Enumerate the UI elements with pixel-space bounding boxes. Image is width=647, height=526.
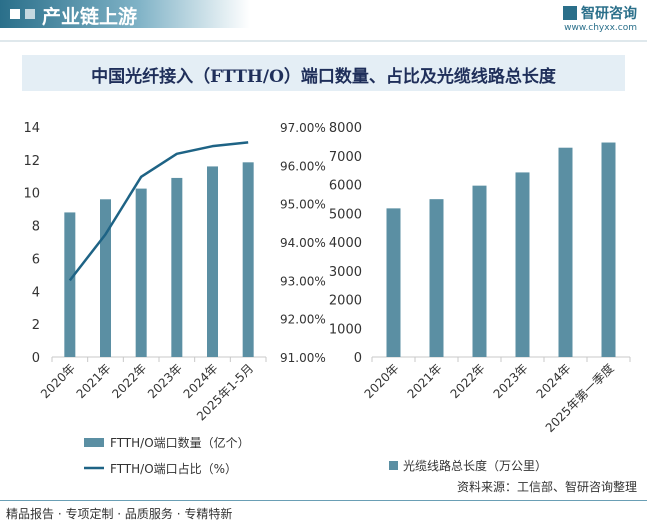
bar-ports <box>135 188 147 357</box>
legend-swatch-ports <box>84 438 104 447</box>
legend-label-share: FTTH/O端口占比（%） <box>110 461 237 476</box>
y-right-tick-label: 91.00% <box>280 351 326 365</box>
bar-ports <box>100 199 111 357</box>
x2-tick-label: 2023年 <box>491 361 531 401</box>
y-right-tick-label: 92.00% <box>280 313 326 327</box>
header-bar <box>0 0 250 28</box>
x2-tick-label: 2024年 <box>534 361 574 401</box>
y2-tick-label: 5000 <box>329 207 362 222</box>
y2-tick-label: 7000 <box>329 150 362 165</box>
bar-cable-length <box>472 185 487 357</box>
x-tick-label: 2020年 <box>38 361 78 401</box>
legend-swatch-cable <box>389 461 398 470</box>
brand-logo-icon <box>563 6 577 20</box>
chart-title-box: 中国光纤接入（FTTH/O）端口数量、占比及光缆线路总长度 <box>22 55 625 91</box>
y2-tick-label: 3000 <box>329 265 362 280</box>
x2-tick-label: 2022年 <box>448 361 488 401</box>
x-tick-label: 2021年 <box>74 361 114 401</box>
chart-title: 中国光纤接入（FTTH/O）端口数量、占比及光缆线路总长度 <box>91 67 556 87</box>
footer: 资料来源：工信部、智研咨询整理 精品报告 · 专项定制 · 品质服务 · 专精特… <box>0 480 647 526</box>
bar-cable-length <box>429 199 444 357</box>
y-left-tick-label: 4 <box>32 285 40 300</box>
bar-cable-length <box>558 147 573 357</box>
y-right-tick-label: 94.00% <box>280 236 326 250</box>
header-square-icon <box>25 9 35 19</box>
bar-cable-length <box>601 142 616 357</box>
footer-line <box>0 500 647 501</box>
y-left-tick-label: 8 <box>32 220 40 235</box>
y-left-tick-label: 2 <box>32 318 40 333</box>
x-tick-label: 2023年 <box>145 361 185 401</box>
y2-tick-label: 6000 <box>329 179 362 194</box>
y-left-tick-label: 0 <box>32 351 40 366</box>
section-title: 产业链上游 <box>42 6 138 28</box>
bar-ports <box>207 166 218 357</box>
brand-name: 智研咨询 <box>563 3 637 23</box>
y-right-tick-label: 95.00% <box>280 198 326 212</box>
header-divider <box>0 40 647 42</box>
bar-cable-length <box>515 172 530 357</box>
y-left-tick-label: 14 <box>23 121 40 136</box>
footer-slogan: 精品报告 · 专项定制 · 品质服务 · 专精特新 <box>6 507 233 521</box>
bar-ports <box>171 177 183 357</box>
y2-tick-label: 8000 <box>329 121 362 136</box>
y-right-tick-label: 97.00% <box>280 121 326 135</box>
y-right-tick-label: 93.00% <box>280 274 326 288</box>
brand: 智研咨询 www.chyxx.com <box>563 3 637 33</box>
y2-tick-label: 2000 <box>329 294 362 309</box>
x2-tick-label: 2020年 <box>362 361 402 401</box>
y-left-tick-label: 12 <box>23 154 40 169</box>
y2-tick-label: 1000 <box>329 322 362 337</box>
y2-tick-label: 0 <box>354 351 362 366</box>
line-share <box>68 141 249 282</box>
x-tick-label: 2022年 <box>109 361 149 401</box>
header-square-icon <box>10 9 20 19</box>
bar-ports <box>64 212 76 357</box>
brand-name-text: 智研咨询 <box>581 6 637 22</box>
bar-ports <box>242 162 254 357</box>
source-note: 资料来源：工信部、智研咨询整理 <box>456 480 637 494</box>
legend-label-cable: 光缆线路总长度（万公里） <box>403 458 547 473</box>
legend-label-ports: FTTH/O端口数量（亿个） <box>110 435 250 450</box>
brand-url: www.chyxx.com <box>564 23 637 33</box>
y-right-tick-label: 96.00% <box>280 159 326 173</box>
x2-tick-label: 2021年 <box>405 361 445 401</box>
y-left-tick-label: 6 <box>32 252 40 267</box>
bar-cable-length <box>386 208 401 357</box>
y2-tick-label: 4000 <box>329 236 362 251</box>
header-banner: 产业链上游 <box>0 0 647 28</box>
y-left-tick-label: 10 <box>23 187 40 202</box>
